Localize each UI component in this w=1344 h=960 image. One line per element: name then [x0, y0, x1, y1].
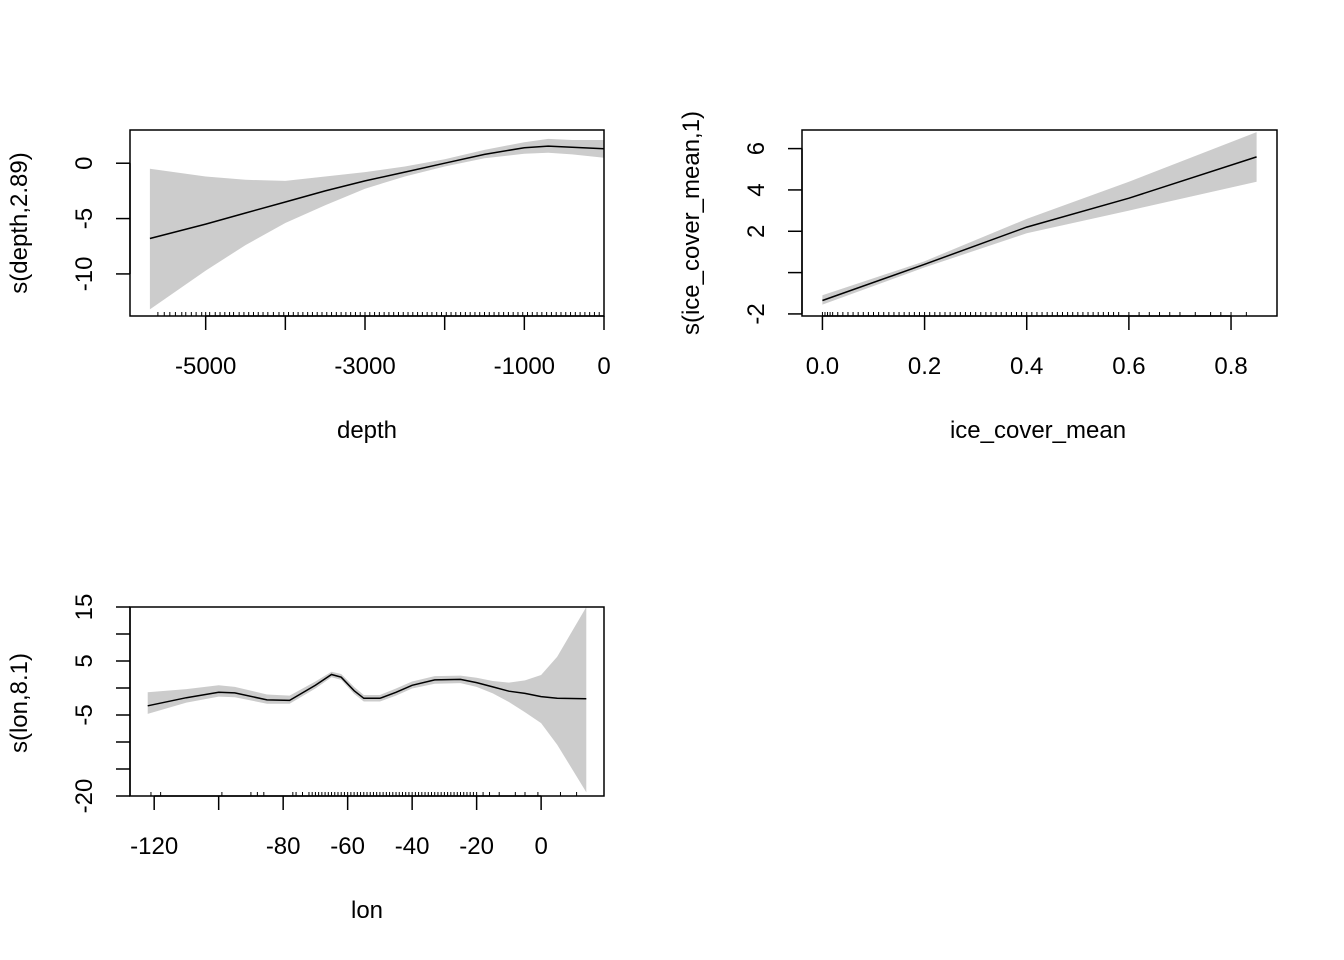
depth-confidence-band: [149, 138, 604, 310]
depth-x-tick-label: -5000: [175, 353, 236, 380]
lon-x-tick-label: -20: [459, 833, 494, 860]
lon-y-tick-label: -20: [71, 779, 98, 814]
depth-y-tick-label: -5: [71, 208, 98, 229]
ice-cover-x-tick-label: 0.8: [1214, 353, 1247, 380]
depth-y-tick-label: -10: [71, 257, 98, 292]
lon-smooth-line: [147, 673, 587, 707]
ice-cover-smooth-panel: ice_cover_mean s(ice_cover_mean,1) 0.0 0.…: [678, 111, 1278, 444]
lon-confidence-band: [147, 607, 587, 793]
ice-cover-y-tick-label: 6: [743, 142, 770, 155]
lon-smooth-panel: lon s(lon,8.1) -120 -80 -60 -40 -20 0 -20 -5 5 15: [6, 594, 605, 924]
lon-x-tick-label: -120: [130, 833, 178, 860]
lon-x-tick-label: -60: [330, 833, 365, 860]
depth-x-axis-label: depth: [337, 417, 397, 444]
depth-x-tick-label: -1000: [494, 353, 555, 380]
ice-cover-x-tick-label: 0.4: [1010, 353, 1043, 380]
lon-y-tick-label: 5: [71, 654, 98, 667]
ice-cover-x-axis-label: ice_cover_mean: [950, 417, 1126, 444]
ice-cover-y-tick-label: 4: [743, 183, 770, 196]
ice-cover-y-tick-label: 2: [743, 225, 770, 238]
ice-cover-y-tick-label: -2: [743, 303, 770, 324]
ice-cover-y-axis-label: s(ice_cover_mean,1): [678, 111, 705, 335]
ice-cover-x-tick-label: 0.6: [1112, 353, 1145, 380]
lon-y-axis-label: s(lon,8.1): [6, 653, 33, 753]
ice-cover-x-tick-label: 0.2: [908, 353, 941, 380]
lon-x-tick-label: -40: [395, 833, 430, 860]
depth-x-tick-label: -3000: [334, 353, 395, 380]
lon-x-tick-label: -80: [266, 833, 301, 860]
depth-y-tick-label: 0: [71, 157, 98, 170]
lon-x-tick-label: 0: [534, 833, 547, 860]
lon-y-tick-label: -5: [71, 704, 98, 725]
ice-cover-confidence-band: [822, 132, 1257, 305]
depth-smooth-panel: depth s(depth,2.89) -5000 -3000 -1000 0 -10 -…: [6, 129, 611, 444]
depth-smooth-line: [149, 145, 605, 240]
ice-cover-x-tick-label: 0.0: [806, 353, 839, 380]
depth-y-axis-label: s(depth,2.89): [6, 152, 33, 293]
lon-y-tick-label: 15: [71, 594, 98, 621]
depth-x-tick-label: 0: [597, 353, 610, 380]
ice-cover-smooth-line: [822, 156, 1257, 302]
lon-x-axis-label: lon: [351, 897, 383, 924]
